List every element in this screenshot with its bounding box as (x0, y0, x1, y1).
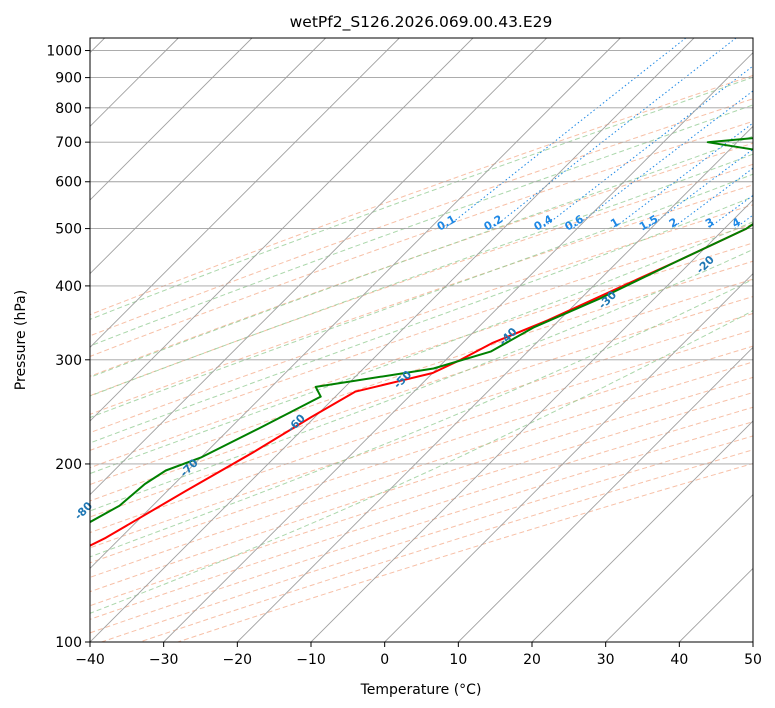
y-tick-label: 100 (55, 635, 82, 651)
isotherm-line (605, 494, 753, 642)
isotherm-line (163, 52, 753, 642)
x-tick-label: 50 (744, 652, 762, 668)
isotherm-line (90, 38, 695, 642)
isotherm-line (90, 38, 547, 496)
dry-adiabat (90, 392, 753, 607)
y-tick-label: 700 (55, 135, 82, 151)
dry-adiabat (90, 163, 753, 397)
moist-adiabat (90, 76, 753, 320)
dry-adiabat (90, 242, 753, 469)
dry-adiabat (90, 98, 753, 337)
x-tick-label: −30 (149, 652, 179, 668)
x-tick-label: 10 (449, 652, 467, 668)
isotherm-line (458, 346, 753, 642)
y-tick-label: 1000 (46, 44, 82, 60)
moist-adiabat (90, 221, 753, 475)
mixing-ratio-line (541, 65, 753, 229)
x-tick-label: −20 (223, 652, 253, 668)
plot-frame (89, 37, 754, 643)
mixing-ratio-line (572, 90, 753, 229)
dry-adiabat (90, 295, 753, 518)
moist-adiabat (90, 153, 753, 397)
chart-title: wetPf2_S126.2026.069.00.43.E29 (290, 13, 553, 32)
isotherm-line (531, 420, 753, 642)
moist-adiabat (90, 104, 753, 347)
dry-adiabat (90, 329, 753, 549)
y-axis-title: Pressure (hPa) (13, 290, 29, 390)
y-tick-label: 600 (55, 175, 82, 191)
plot-area (90, 38, 753, 642)
x-tick-label: 40 (670, 652, 688, 668)
x-tick-label: 0 (380, 652, 389, 668)
x-tick-label: −10 (296, 652, 326, 668)
y-tick-label: 800 (55, 101, 82, 117)
isotherm-line (90, 38, 621, 569)
x-tick-label: 20 (523, 652, 541, 668)
x-tick-label: −40 (75, 652, 105, 668)
x-tick-label: 30 (597, 652, 615, 668)
moist-adiabat (90, 196, 753, 444)
dry-adiabat (90, 223, 753, 451)
y-tick-label: 200 (55, 457, 82, 473)
isotherm-line (90, 38, 400, 348)
isotherm-line (90, 38, 326, 275)
y-tick-label: 400 (55, 279, 82, 295)
isotherm-line (752, 641, 753, 642)
y-tick-label: 500 (55, 222, 82, 238)
dry-adiabat (90, 142, 753, 377)
temperature-profile-line (90, 222, 753, 547)
y-tick-label: 900 (55, 71, 82, 87)
dewpoint-profile-line (90, 137, 753, 524)
moist-adiabat (90, 173, 753, 419)
dry-adiabat (90, 312, 753, 534)
x-axis-title: Temperature (°C) (360, 682, 482, 698)
y-tick-label: 300 (55, 353, 82, 369)
dry-adiabat (90, 204, 753, 434)
moist-adiabat (90, 248, 753, 512)
isotherm-line (90, 38, 253, 201)
dry-adiabat (90, 345, 753, 564)
mixing-ratio-line (671, 167, 753, 230)
isotherm-line (384, 273, 753, 642)
dry-adiabat (90, 376, 753, 593)
isotherm-line (310, 199, 753, 642)
dry-adiabat (90, 278, 753, 502)
isotherm-line (90, 38, 474, 422)
dry-adiabat (90, 361, 753, 578)
